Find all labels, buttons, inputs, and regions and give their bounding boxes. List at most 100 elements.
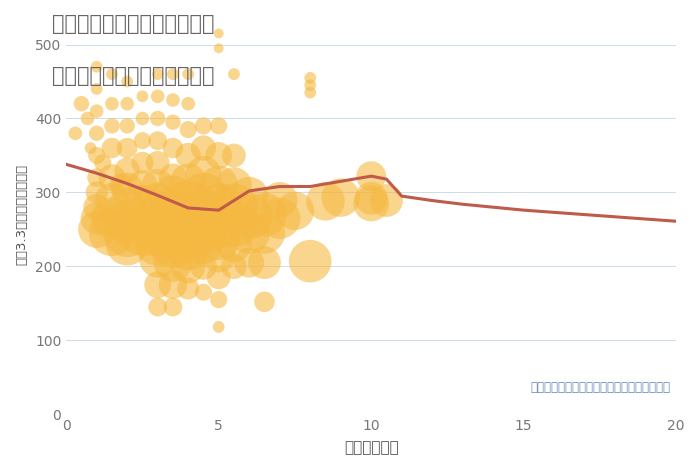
- Point: [152, 115, 163, 122]
- Text: 円の大きさは、取引のあった物件面積を示す: 円の大きさは、取引のあった物件面積を示す: [530, 381, 670, 394]
- Point: [183, 214, 194, 222]
- Point: [183, 100, 194, 108]
- Point: [122, 229, 133, 237]
- Point: [183, 285, 194, 292]
- Point: [136, 115, 148, 122]
- Point: [136, 93, 148, 100]
- Point: [122, 144, 133, 152]
- Point: [183, 244, 194, 251]
- Point: [91, 226, 102, 233]
- Point: [198, 242, 209, 250]
- Point: [259, 259, 270, 266]
- Point: [97, 159, 108, 166]
- Point: [82, 115, 93, 122]
- Point: [198, 263, 209, 270]
- Point: [152, 214, 163, 222]
- Point: [167, 70, 178, 78]
- Point: [106, 100, 118, 108]
- Point: [106, 214, 118, 222]
- Point: [259, 211, 270, 219]
- Point: [85, 144, 96, 152]
- Point: [365, 172, 377, 180]
- Point: [198, 227, 209, 235]
- Point: [228, 263, 239, 270]
- Point: [228, 152, 239, 159]
- Point: [167, 226, 178, 233]
- Point: [259, 229, 270, 237]
- Point: [136, 159, 148, 166]
- Point: [213, 251, 224, 259]
- Point: [167, 259, 178, 266]
- Point: [228, 219, 239, 227]
- Point: [183, 126, 194, 133]
- Point: [167, 211, 178, 219]
- Point: [136, 214, 148, 222]
- Point: [167, 281, 178, 289]
- Point: [198, 289, 209, 296]
- Point: [91, 107, 102, 115]
- Point: [122, 185, 133, 193]
- Point: [213, 296, 224, 303]
- Point: [167, 96, 178, 104]
- Point: [213, 30, 224, 37]
- Point: [289, 207, 300, 215]
- Point: [122, 122, 133, 130]
- Point: [152, 303, 163, 311]
- Point: [91, 174, 102, 181]
- Point: [365, 195, 377, 202]
- Point: [183, 70, 194, 78]
- Point: [304, 258, 316, 265]
- Point: [198, 170, 209, 178]
- Point: [91, 214, 102, 222]
- Point: [335, 194, 346, 201]
- Point: [152, 181, 163, 189]
- Point: [274, 196, 286, 204]
- Point: [136, 181, 148, 189]
- Text: 駅距離別中古マンション価格: 駅距離別中古マンション価格: [52, 66, 215, 86]
- Point: [183, 178, 194, 185]
- Point: [91, 204, 102, 211]
- Point: [183, 152, 194, 159]
- Y-axis label: 坪（3.3㎡）単価（万円）: 坪（3.3㎡）単価（万円）: [15, 164, 28, 265]
- Point: [152, 70, 163, 78]
- Point: [91, 152, 102, 159]
- Point: [136, 229, 148, 237]
- Point: [213, 152, 224, 159]
- Point: [228, 241, 239, 248]
- Point: [228, 204, 239, 211]
- Point: [198, 122, 209, 130]
- Point: [70, 130, 81, 137]
- Point: [106, 70, 118, 78]
- Point: [198, 144, 209, 152]
- Point: [213, 45, 224, 52]
- Point: [152, 200, 163, 207]
- Point: [152, 281, 163, 289]
- Point: [136, 200, 148, 207]
- Point: [106, 144, 118, 152]
- Point: [304, 81, 316, 89]
- Point: [167, 144, 178, 152]
- Text: 神奈川県横浜市中区花咲町の: 神奈川県横浜市中区花咲町の: [52, 14, 215, 34]
- Point: [365, 200, 377, 207]
- Point: [152, 239, 163, 246]
- Point: [244, 212, 255, 220]
- Point: [122, 204, 133, 211]
- Point: [116, 181, 127, 189]
- Point: [213, 274, 224, 281]
- Point: [167, 303, 178, 311]
- Point: [244, 229, 255, 237]
- Point: [244, 192, 255, 200]
- Point: [91, 85, 102, 93]
- Point: [122, 218, 133, 226]
- Point: [183, 200, 194, 207]
- Point: [91, 130, 102, 137]
- Point: [183, 229, 194, 237]
- Point: [244, 259, 255, 266]
- X-axis label: 駅距離（分）: 駅距離（分）: [344, 440, 398, 455]
- Point: [106, 122, 118, 130]
- Point: [167, 118, 178, 126]
- Point: [167, 174, 178, 181]
- Point: [152, 255, 163, 263]
- Point: [198, 211, 209, 219]
- Point: [106, 229, 118, 237]
